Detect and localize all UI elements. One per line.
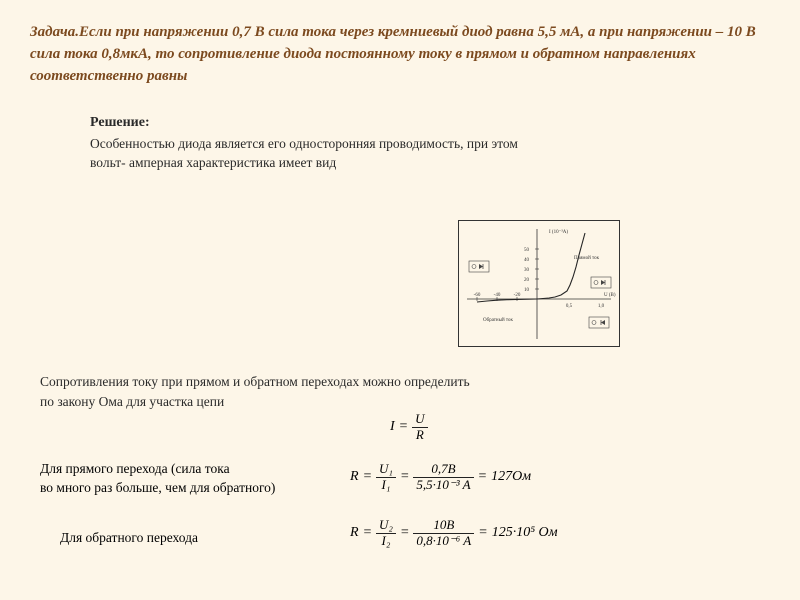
forward-curve <box>537 233 585 299</box>
fwd-den2: 5,5·10⁻³ A <box>413 478 473 493</box>
formula-ohm: I = U R <box>390 412 428 443</box>
solution-intro-1: Особенностью диода является его одностор… <box>90 135 770 154</box>
x-axis-label: U (B) <box>604 293 616 298</box>
forward-label-line1: Для прямого перехода (сила тока <box>40 460 275 479</box>
fwd-den1: I₁ <box>376 478 396 493</box>
xtick-n40: -40 <box>494 293 501 298</box>
left-circuit-icon <box>469 261 489 272</box>
xtick-n20: -20 <box>514 293 521 298</box>
forward-transition-label: Для прямого перехода (сила тока во много… <box>40 460 275 498</box>
forward-circuit-icon <box>591 277 611 288</box>
solution-title: Решение: <box>90 115 770 131</box>
xtick-n60: -60 <box>474 293 481 298</box>
ohm-law-line2: по закону Ома для участка цепи <box>40 392 470 412</box>
reverse-circuit-icon <box>589 317 609 328</box>
reverse-current-label: Обратный ток <box>483 318 514 323</box>
xtick-p05: 0,5 <box>566 304 573 309</box>
fwd-num2: 0,7B <box>413 462 473 478</box>
ytick-50: 50 <box>524 248 530 253</box>
rev-num1: U₂ <box>376 518 396 534</box>
rev-num2: 10B <box>413 518 474 534</box>
iv-curve-chart: 10 20 30 40 50 -60 -40 -20 0,5 1,0 I (10… <box>458 220 620 347</box>
rev-den1: I₂ <box>376 534 396 549</box>
rev-den2: 0,8·10⁻⁶ A <box>413 534 474 549</box>
solution-block: Решение: Особенностью диода является его… <box>90 115 770 173</box>
y-axis-label: I (10⁻³A) <box>549 229 568 235</box>
reverse-transition-label: Для обратного перехода <box>60 530 198 546</box>
rev-result: 125·10⁵ Ом <box>492 525 558 541</box>
ytick-20: 20 <box>524 278 530 283</box>
forward-label-line2: во много раз больше, чем для обратного) <box>40 479 275 498</box>
fwd-num1: U₁ <box>376 462 396 478</box>
problem-statement: Задача.Если при напряжении 0,7 В сила то… <box>30 22 770 87</box>
xtick-p10: 1,0 <box>598 304 605 309</box>
ohm-law-text: Сопротивления току при прямом и обратном… <box>40 372 470 413</box>
reverse-curve <box>477 299 537 302</box>
formula-ohm-lhs: I <box>390 419 395 435</box>
ytick-30: 30 <box>524 268 530 273</box>
reverse-resistance-formula: R = U₂ I₂ = 10B 0,8·10⁻⁶ A = 125·10⁵ Ом <box>350 518 558 549</box>
ytick-40: 40 <box>524 258 530 263</box>
fwd-lhs: R <box>350 469 359 485</box>
fwd-result: 127Ом <box>491 469 531 485</box>
ytick-10: 10 <box>524 288 530 293</box>
rev-lhs: R <box>350 525 359 541</box>
formula-ohm-den: R <box>412 428 427 443</box>
ohm-law-line1: Сопротивления току при прямом и обратном… <box>40 372 470 392</box>
solution-intro-2: вольт- амперная характеристика имеет вид <box>90 154 770 173</box>
forward-resistance-formula: R = U₁ I₁ = 0,7B 5,5·10⁻³ A = 127Ом <box>350 462 531 493</box>
formula-ohm-num: U <box>412 412 427 428</box>
